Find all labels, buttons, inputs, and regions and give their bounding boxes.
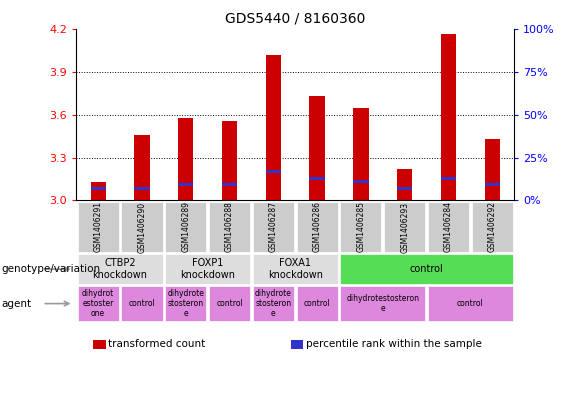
Bar	[253, 254, 338, 284]
Text: control: control	[304, 299, 331, 308]
Bar	[297, 286, 338, 321]
Bar	[397, 187, 412, 191]
Bar	[340, 202, 381, 252]
Bar	[266, 55, 281, 200]
Bar	[77, 286, 119, 321]
Bar	[90, 187, 106, 191]
Bar	[222, 121, 237, 200]
Text: GSM1406293: GSM1406293	[400, 201, 409, 253]
Bar	[165, 286, 206, 321]
Text: dihydrotestosteron
e: dihydrotestosteron e	[346, 294, 419, 313]
Text: GSM1406292: GSM1406292	[488, 202, 497, 252]
Bar	[77, 254, 163, 284]
Bar	[209, 286, 250, 321]
Text: FOXP1
knockdown: FOXP1 knockdown	[180, 259, 235, 280]
Bar	[253, 202, 294, 252]
Bar	[253, 286, 294, 321]
Text: FOXA1
knockdown: FOXA1 knockdown	[268, 259, 323, 280]
Bar	[397, 169, 412, 200]
Bar	[340, 254, 513, 284]
Bar	[310, 177, 325, 180]
Bar	[90, 182, 106, 200]
Text: CTBP2
knockdown: CTBP2 knockdown	[93, 259, 147, 280]
Bar	[134, 135, 150, 200]
Bar	[165, 202, 206, 252]
Bar	[165, 254, 250, 284]
Text: GSM1406287: GSM1406287	[269, 202, 278, 252]
Bar	[340, 286, 425, 321]
Bar	[121, 286, 163, 321]
Bar	[428, 202, 469, 252]
Bar	[178, 118, 193, 200]
Text: transformed count: transformed count	[108, 339, 205, 349]
Bar	[485, 183, 500, 186]
Bar	[428, 286, 513, 321]
Text: dihydrote
stosteron
e: dihydrote stosteron e	[167, 289, 204, 318]
Text: percentile rank within the sample: percentile rank within the sample	[306, 339, 481, 349]
Bar	[178, 183, 193, 186]
Bar	[485, 139, 500, 200]
Text: control: control	[410, 264, 444, 274]
Text: control: control	[216, 299, 243, 308]
Bar	[134, 187, 150, 191]
Bar	[353, 180, 368, 183]
Bar	[77, 202, 119, 252]
Title: GDS5440 / 8160360: GDS5440 / 8160360	[225, 11, 366, 26]
Bar	[441, 177, 456, 180]
Text: dihydrot
estoster
one: dihydrot estoster one	[82, 289, 114, 318]
Text: control: control	[129, 299, 155, 308]
Bar	[472, 202, 513, 252]
Bar	[310, 96, 325, 200]
Bar	[121, 202, 163, 252]
Text: genotype/variation: genotype/variation	[2, 264, 101, 274]
Bar	[222, 183, 237, 186]
Text: GSM1406285: GSM1406285	[357, 202, 366, 252]
Bar	[353, 108, 368, 200]
Text: GSM1406291: GSM1406291	[94, 202, 103, 252]
Text: agent: agent	[2, 299, 32, 309]
Text: GSM1406288: GSM1406288	[225, 202, 234, 252]
Text: GSM1406284: GSM1406284	[444, 202, 453, 252]
Bar	[266, 170, 281, 173]
Bar	[441, 34, 456, 200]
Text: GSM1406290: GSM1406290	[137, 201, 146, 253]
Text: control: control	[457, 299, 484, 308]
Bar	[209, 202, 250, 252]
Text: GSM1406289: GSM1406289	[181, 202, 190, 252]
Bar	[297, 202, 338, 252]
Text: dihydrote
stosteron
e: dihydrote stosteron e	[255, 289, 292, 318]
Bar	[384, 202, 425, 252]
Text: GSM1406286: GSM1406286	[312, 202, 321, 252]
